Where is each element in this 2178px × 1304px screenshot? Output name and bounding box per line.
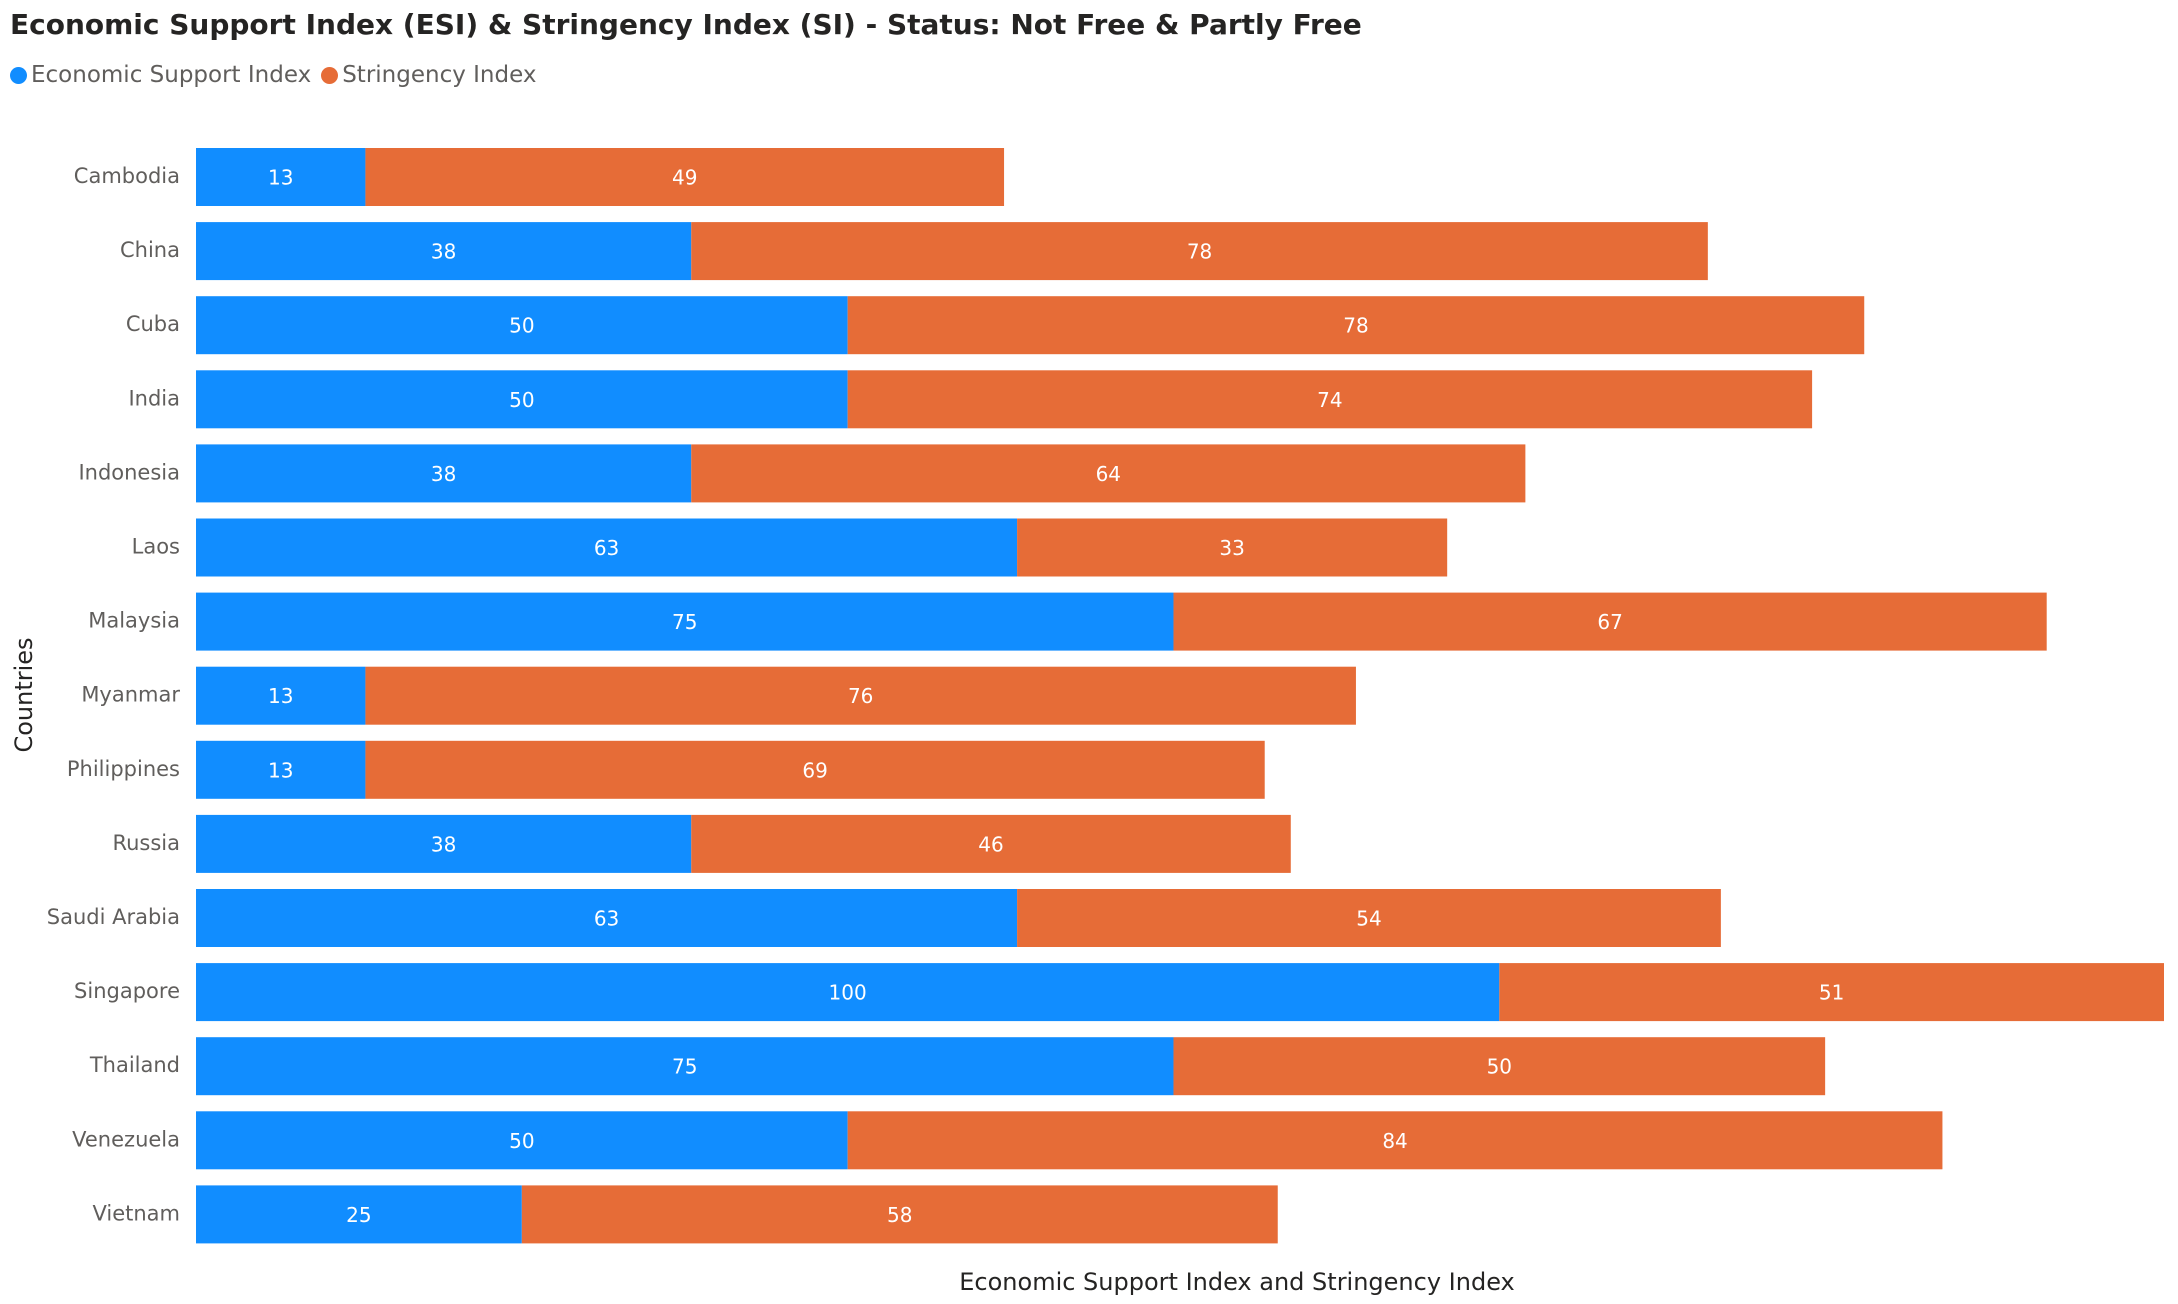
esi-bar-philippines[interactable] (196, 740, 366, 799)
category-label-philippines: Philippines (67, 757, 180, 781)
category-label-india: India (128, 386, 180, 410)
si-bar-india-value-label: 74 (1317, 388, 1342, 412)
si-bar-cuba-value-label: 78 (1343, 314, 1368, 338)
esi-bar-vietnam[interactable] (196, 1185, 522, 1244)
esi-bar-indonesia[interactable] (196, 444, 692, 503)
si-bar-singapore-value-label: 51 (1819, 981, 1844, 1005)
si-bar-indonesia[interactable] (691, 444, 1526, 503)
esi-bar-malaysia[interactable] (196, 592, 1174, 651)
esi-bar-cambodia-value-label: 13 (268, 166, 293, 190)
category-label-russia: Russia (112, 831, 180, 855)
legend-marker-esi (10, 66, 27, 84)
category-label-thailand: Thailand (89, 1053, 180, 1077)
esi-bar-thailand-value-label: 75 (672, 1055, 697, 1079)
esi-bar-russia-value-label: 38 (431, 832, 456, 856)
category-label-vietnam: Vietnam (92, 1201, 180, 1225)
si-bar-venezuela[interactable] (847, 1111, 1943, 1170)
si-bar-saudi-arabia[interactable] (1017, 889, 1721, 947)
esi-bar-singapore-value-label: 100 (829, 981, 867, 1005)
esi-bar-saudi-arabia[interactable] (196, 889, 1018, 947)
si-bar-russia[interactable] (691, 814, 1291, 873)
category-label-cuba: Cuba (126, 312, 180, 336)
esi-bar-cambodia[interactable] (196, 148, 366, 206)
category-label-saudi-arabia: Saudi Arabia (47, 905, 180, 929)
esi-bar-china[interactable] (196, 222, 692, 281)
si-bar-philippines[interactable] (365, 740, 1265, 799)
si-bar-saudi-arabia-value-label: 54 (1356, 907, 1381, 931)
category-label-china: China (120, 238, 180, 262)
esi-bar-singapore[interactable] (196, 963, 1500, 1022)
esi-bar-india-value-label: 50 (509, 388, 534, 412)
category-label-myanmar: Myanmar (81, 683, 180, 707)
si-bar-malaysia[interactable] (1173, 592, 2047, 651)
si-bar-laos[interactable] (1017, 518, 1448, 577)
si-bar-thailand-value-label: 50 (1487, 1055, 1512, 1079)
esi-bar-myanmar-value-label: 13 (268, 684, 293, 708)
category-label-cambodia: Cambodia (74, 164, 180, 188)
si-bar-vietnam-value-label: 58 (887, 1203, 912, 1227)
si-bar-cuba[interactable] (847, 296, 1865, 355)
si-bar-philippines-value-label: 69 (802, 758, 827, 782)
si-bar-china[interactable] (691, 222, 1708, 281)
category-label-indonesia: Indonesia (78, 460, 180, 484)
si-bar-indonesia-value-label: 64 (1096, 462, 1121, 486)
si-bar-china-value-label: 78 (1187, 240, 1212, 264)
legend-label-si: Stringency Index (342, 62, 537, 88)
si-bar-thailand[interactable] (1173, 1037, 1826, 1096)
esi-bar-venezuela[interactable] (196, 1111, 848, 1170)
si-bar-myanmar-value-label: 76 (848, 684, 873, 708)
esi-bar-thailand[interactable] (196, 1037, 1174, 1096)
chart-title: Economic Support Index (ESI) & Stringenc… (10, 8, 1362, 41)
si-bar-vietnam[interactable] (521, 1185, 1278, 1244)
legend-item-si[interactable]: Stringency Index (321, 62, 536, 88)
esi-bar-philippines-value-label: 13 (268, 758, 293, 782)
esi-bar-venezuela-value-label: 50 (509, 1129, 534, 1153)
esi-bar-india[interactable] (196, 370, 848, 429)
si-bar-cambodia-value-label: 49 (672, 166, 697, 190)
esi-bar-vietnam-value-label: 25 (346, 1203, 371, 1227)
esi-bar-saudi-arabia-value-label: 63 (594, 907, 619, 931)
si-bar-russia-value-label: 46 (978, 832, 1003, 856)
legend-item-esi[interactable]: Economic Support Index (10, 62, 311, 88)
esi-bar-laos-value-label: 63 (594, 536, 619, 560)
legend-label-esi: Economic Support Index (31, 62, 312, 88)
category-label-laos: Laos (132, 535, 180, 559)
esi-bar-malaysia-value-label: 75 (672, 610, 697, 634)
category-label-malaysia: Malaysia (88, 609, 180, 633)
category-label-venezuela: Venezuela (72, 1127, 180, 1151)
si-bar-india[interactable] (847, 370, 1813, 429)
legend-marker-si (321, 66, 339, 84)
si-bar-laos-value-label: 33 (1219, 536, 1244, 560)
si-bar-malaysia-value-label: 67 (1597, 610, 1622, 634)
legend: Economic Support Index Stringency Index (10, 62, 546, 88)
si-bar-singapore[interactable] (1499, 963, 2164, 1022)
esi-bar-cuba[interactable] (196, 296, 848, 355)
category-label-singapore: Singapore (74, 979, 180, 1003)
esi-bar-russia[interactable] (196, 814, 692, 873)
si-bar-venezuela-value-label: 84 (1382, 1129, 1407, 1153)
si-bar-myanmar[interactable] (365, 666, 1356, 725)
bars-group: Cambodia 13 49 China 38 78 Cuba 50 78 India 50 74 In… (47, 148, 2164, 1244)
esi-bar-indonesia-value-label: 38 (431, 462, 456, 486)
esi-bar-china-value-label: 38 (431, 240, 456, 264)
x-axis-title: Economic Support Index and Stringency In… (959, 1268, 1515, 1296)
si-bar-cambodia[interactable] (365, 148, 1005, 206)
y-axis-title: Countries (10, 637, 38, 752)
esi-bar-myanmar[interactable] (196, 666, 366, 725)
esi-bar-laos[interactable] (196, 518, 1018, 577)
esi-bar-cuba-value-label: 50 (509, 314, 534, 338)
